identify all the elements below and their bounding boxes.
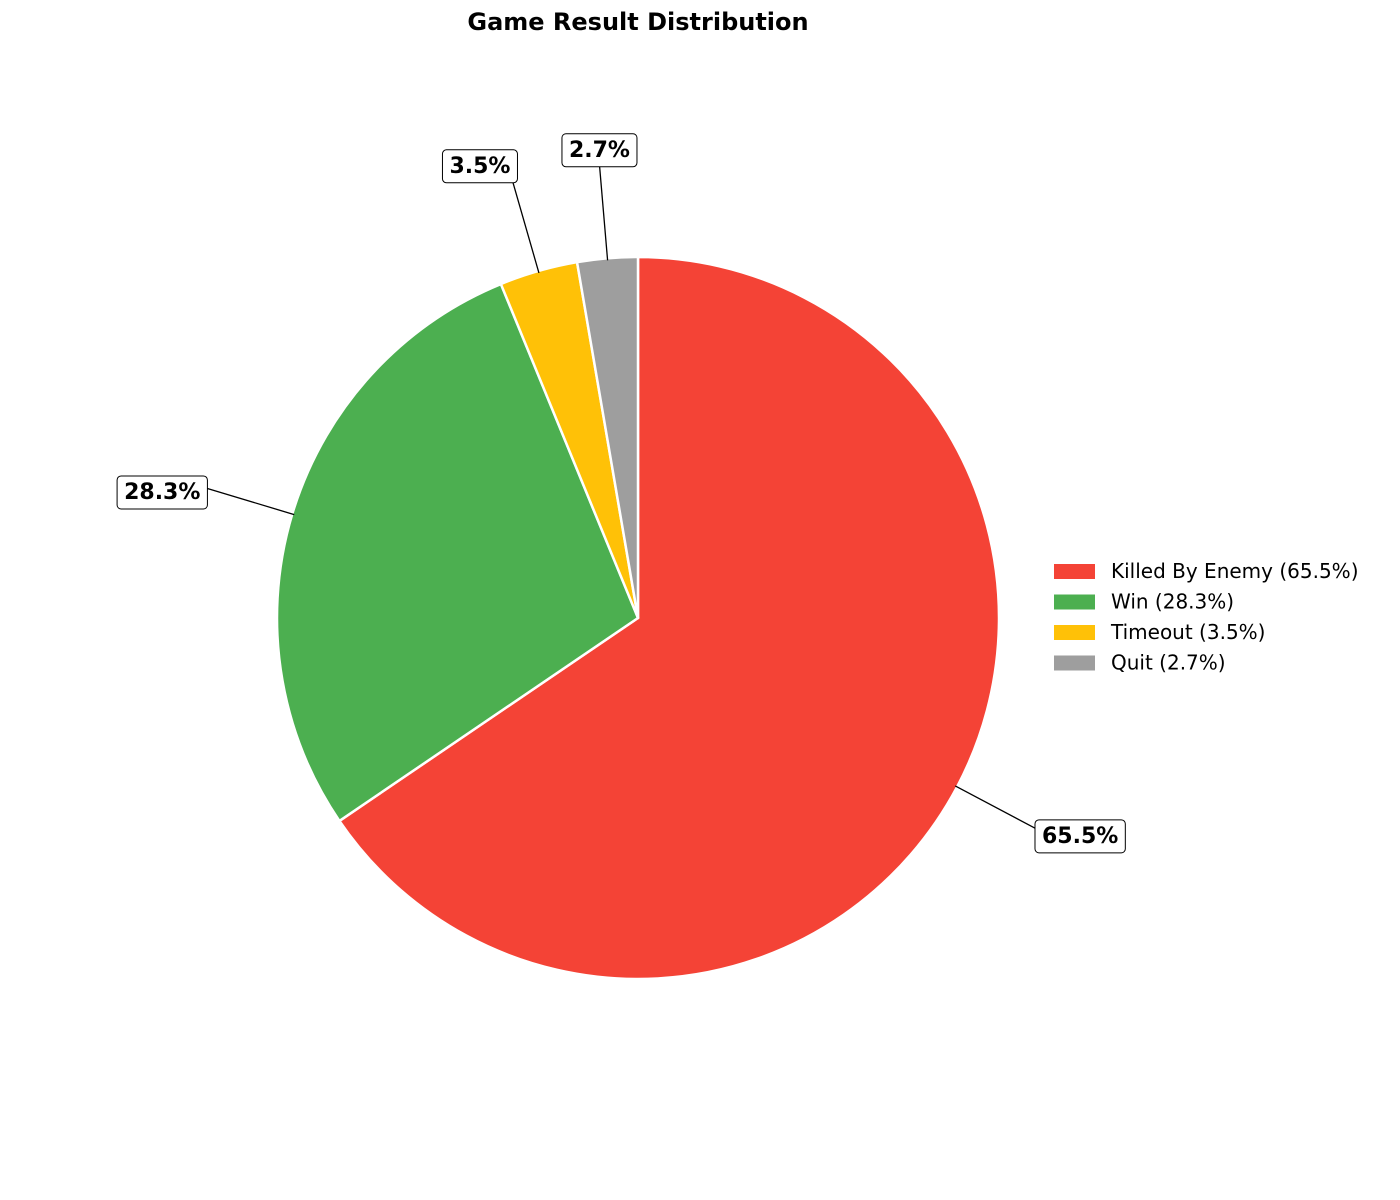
- leader-line: [511, 180, 540, 274]
- legend-item: Win (28.3%): [1054, 590, 1234, 614]
- pie-slices: [275, 255, 1001, 981]
- leader-line: [202, 486, 295, 516]
- chart-title: Game Result Distribution: [467, 8, 808, 36]
- pie-percent-label: 28.3%: [116, 475, 208, 510]
- legend-label: Timeout (3.5%): [1110, 620, 1265, 644]
- legend-swatch: [1054, 594, 1095, 610]
- legend: Killed By Enemy (65.5%) Win (28.3%) Timeou…: [1054, 559, 1359, 675]
- legend-label: Killed By Enemy (65.5%): [1111, 559, 1359, 583]
- leader-line: [954, 785, 1041, 832]
- pie-percent-text: 28.3%: [124, 480, 200, 505]
- legend-swatch: [1054, 564, 1095, 579]
- pie-percent-label: 3.5%: [441, 149, 518, 184]
- pie-percent-text: 2.7%: [569, 138, 630, 163]
- pie-percent-text: 3.5%: [449, 154, 510, 179]
- label-box: [561, 133, 638, 168]
- label-box: [116, 475, 208, 510]
- leader-line: [598, 164, 609, 261]
- legend-swatch: [1054, 625, 1095, 640]
- pie-percent-label: 2.7%: [561, 133, 638, 168]
- legend-swatch: [1054, 655, 1095, 671]
- pie-percent-label: 65.5%: [1034, 819, 1126, 854]
- legend-item: Timeout (3.5%): [1054, 620, 1265, 644]
- label-box: [1034, 819, 1126, 854]
- legend-label: Quit (2.7%): [1111, 651, 1226, 675]
- pie-percent-text: 65.5%: [1042, 824, 1118, 849]
- pie-percent-labels: 65.5% 28.3% 3.5% 2.7%: [116, 133, 1126, 854]
- legend-label: Win (28.3%): [1111, 590, 1234, 614]
- legend-item: Killed By Enemy (65.5%): [1054, 559, 1359, 583]
- label-box: [441, 149, 518, 184]
- legend-item: Quit (2.7%): [1054, 651, 1226, 675]
